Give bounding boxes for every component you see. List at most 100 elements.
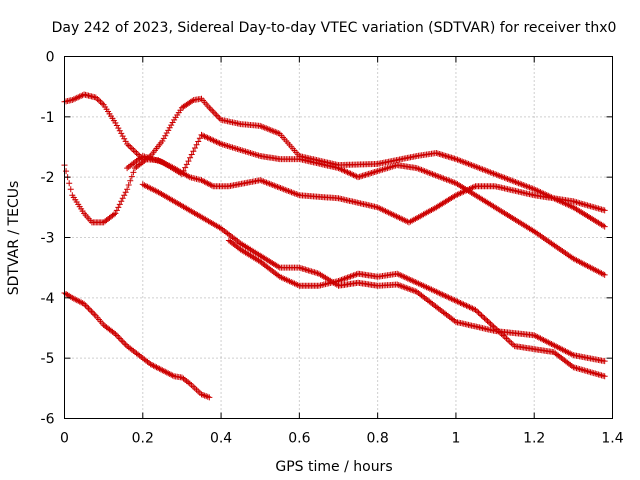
data-point bbox=[116, 127, 123, 134]
data-point bbox=[178, 171, 185, 178]
data-point bbox=[86, 306, 93, 313]
y-tick-labels: 0 -1 -2 -3 -4 -5 -6 bbox=[41, 50, 55, 428]
data-point bbox=[475, 309, 482, 316]
data-point bbox=[163, 130, 170, 137]
data-point bbox=[183, 161, 190, 168]
data-point bbox=[118, 337, 125, 344]
data-point bbox=[121, 340, 128, 347]
data-point bbox=[128, 145, 135, 152]
y-tick-label: -6 bbox=[41, 412, 55, 428]
x-tick-labels: 0 0.2 0.4 0.6 0.8 1 1.2 1.4 bbox=[60, 431, 624, 447]
y-tick-label: 0 bbox=[46, 50, 55, 66]
y-tick-label: -1 bbox=[41, 110, 55, 126]
y-tick-label: -4 bbox=[41, 291, 55, 307]
data-point bbox=[486, 319, 493, 326]
data-point bbox=[189, 97, 196, 104]
data-point bbox=[115, 204, 122, 211]
data-point bbox=[481, 315, 488, 322]
data-point bbox=[116, 201, 123, 208]
data-point bbox=[84, 303, 91, 310]
data-point bbox=[70, 96, 77, 103]
data-point bbox=[122, 138, 129, 145]
data-point bbox=[113, 122, 120, 129]
data-point bbox=[97, 98, 104, 105]
data-point bbox=[601, 207, 608, 214]
data-marks bbox=[61, 91, 608, 401]
data-point bbox=[119, 195, 126, 202]
data-point bbox=[209, 107, 216, 114]
data-point bbox=[130, 147, 137, 154]
data-point bbox=[182, 164, 189, 171]
x-tick-label: 0.8 bbox=[367, 431, 389, 447]
data-point bbox=[133, 150, 140, 157]
grid bbox=[64, 56, 613, 419]
data-point bbox=[115, 125, 122, 132]
data-point bbox=[484, 318, 491, 325]
data-point bbox=[168, 122, 175, 129]
data-point bbox=[207, 106, 214, 113]
series-track-2 bbox=[61, 95, 608, 230]
series-track-5 bbox=[225, 237, 608, 380]
data-point bbox=[118, 198, 125, 205]
data-point bbox=[478, 312, 485, 319]
data-point bbox=[130, 169, 137, 176]
data-point bbox=[169, 119, 176, 126]
data-point bbox=[135, 151, 142, 158]
plot-frame bbox=[64, 56, 613, 419]
series-track-6 bbox=[61, 290, 213, 401]
x-tick-label: 0.4 bbox=[210, 431, 232, 447]
data-point bbox=[113, 207, 120, 214]
data-point bbox=[208, 182, 215, 189]
x-tick-label: 1.2 bbox=[523, 431, 545, 447]
x-tick-label: 0.6 bbox=[288, 431, 310, 447]
data-point bbox=[72, 95, 79, 102]
data-point bbox=[110, 329, 117, 336]
data-point bbox=[128, 173, 135, 180]
data-point bbox=[110, 211, 117, 218]
series-track-1 bbox=[61, 91, 608, 226]
data-point bbox=[124, 140, 131, 147]
data-point bbox=[78, 92, 85, 99]
data-point bbox=[188, 151, 195, 158]
data-point bbox=[89, 309, 96, 316]
data-point bbox=[195, 138, 202, 145]
data-point bbox=[121, 192, 128, 199]
data-point bbox=[112, 119, 119, 126]
chart-title: Day 242 of 2023, Sidereal Day-to-day VTE… bbox=[52, 20, 617, 36]
data-point bbox=[236, 245, 243, 252]
data-point bbox=[196, 135, 203, 142]
data-point bbox=[115, 334, 122, 341]
data-point bbox=[185, 158, 192, 165]
data-point bbox=[601, 223, 608, 230]
data-point bbox=[122, 341, 129, 348]
data-point bbox=[169, 372, 176, 379]
data-point bbox=[483, 316, 490, 323]
data-point bbox=[121, 135, 128, 142]
x-axis-label: GPS time / hours bbox=[275, 459, 392, 475]
data-point bbox=[95, 97, 102, 104]
data-point bbox=[118, 130, 125, 137]
data-point bbox=[92, 94, 99, 101]
data-point bbox=[122, 189, 129, 196]
data-point bbox=[601, 358, 608, 365]
data-point bbox=[165, 127, 172, 134]
ticks bbox=[64, 56, 613, 419]
y-tick-label: -5 bbox=[41, 351, 55, 367]
data-point bbox=[601, 373, 608, 380]
data-point bbox=[112, 210, 119, 217]
data-point bbox=[124, 186, 131, 193]
series-track-3 bbox=[124, 131, 608, 278]
data-point bbox=[125, 142, 132, 149]
data-point bbox=[119, 133, 126, 140]
data-point bbox=[66, 180, 73, 187]
data-point bbox=[215, 113, 222, 120]
series-track-4 bbox=[139, 181, 608, 365]
data-point bbox=[113, 332, 120, 339]
x-tick-label: 1 bbox=[451, 431, 460, 447]
x-tick-label: 0.2 bbox=[132, 431, 154, 447]
data-point bbox=[210, 109, 217, 116]
data-point bbox=[88, 308, 95, 315]
data-point bbox=[125, 182, 132, 189]
data-point bbox=[73, 94, 80, 101]
data-point bbox=[69, 96, 76, 103]
